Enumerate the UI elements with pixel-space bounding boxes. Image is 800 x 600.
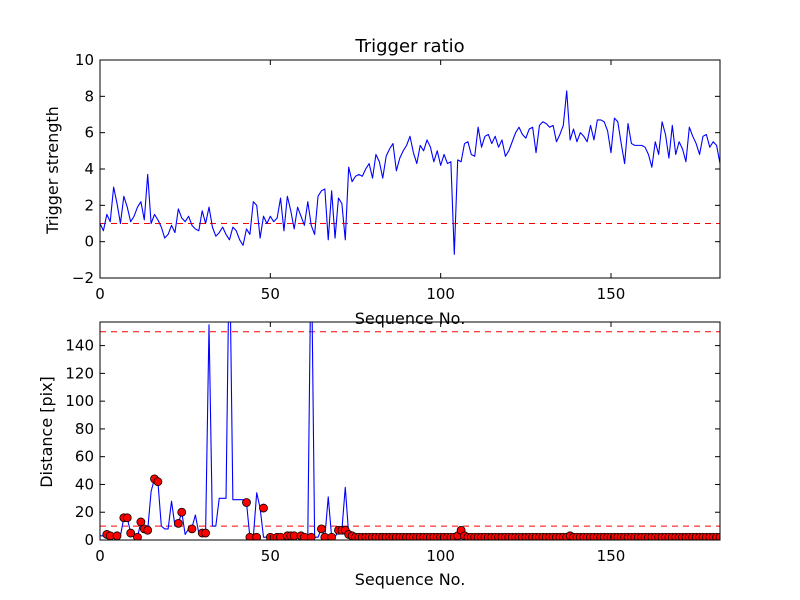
- y-tick-label: 60: [75, 448, 94, 466]
- y-tick-label: 0: [84, 531, 94, 549]
- data-marker: [177, 507, 187, 517]
- data-marker: [122, 513, 132, 523]
- x-tick-label: 100: [426, 547, 455, 565]
- plot-area: 0 50 100 150 0 20 40 60 80 100 120 140: [65, 321, 721, 565]
- x-tick-label: 0: [95, 547, 105, 565]
- data-marker: [306, 532, 316, 540]
- data-marker: [126, 528, 136, 538]
- trigger-ratio-chart: Trigger ratio Trigger strength Sequence …: [43, 36, 721, 328]
- y-tick-label: 10: [75, 51, 94, 69]
- data-marker: [133, 532, 142, 540]
- data-marker: [252, 532, 262, 540]
- y-axis-label: Distance [pix]: [37, 376, 56, 488]
- data-marker: [187, 524, 197, 534]
- plot-layer: [100, 322, 720, 540]
- y-tick-label: 2: [84, 196, 94, 214]
- x-axis-label: Sequence No.: [355, 309, 466, 328]
- axes-frame: [99, 321, 721, 541]
- data-marker: [143, 525, 153, 535]
- x-tick-label: 50: [261, 285, 280, 303]
- chart-title: Trigger ratio: [354, 36, 464, 57]
- y-tick-label: 80: [75, 420, 94, 438]
- series-line: [100, 90, 720, 255]
- x-tick-label: 100: [426, 285, 455, 303]
- data-marker: [136, 517, 146, 527]
- data-marker: [201, 528, 211, 538]
- y-tick-label: 120: [65, 364, 94, 382]
- x-tick-label: 150: [597, 547, 626, 565]
- y-tick-label: 40: [75, 475, 94, 493]
- data-marker: [715, 532, 720, 540]
- data-marker: [317, 524, 326, 534]
- data-marker: [112, 531, 122, 540]
- x-tick-label: 50: [261, 547, 280, 565]
- x-tick-label: 0: [95, 285, 105, 303]
- x-tick-label: 150: [597, 285, 626, 303]
- data-marker: [327, 532, 337, 540]
- y-tick-label: 4: [84, 160, 94, 178]
- data-marker: [173, 518, 183, 528]
- data-marker: [242, 498, 251, 507]
- y-tick-label: 0: [84, 233, 94, 251]
- plot-layer: [100, 90, 720, 255]
- y-tick-label: 6: [84, 124, 94, 142]
- y-tick-label: 100: [65, 392, 94, 410]
- data-marker: [153, 477, 163, 487]
- y-tick-label: 8: [84, 87, 94, 105]
- y-tick-label: 20: [75, 503, 94, 521]
- y-axis-label: Trigger strength: [43, 106, 62, 235]
- data-marker: [259, 503, 268, 513]
- y-tick-label: −2: [72, 269, 94, 287]
- x-axis-label: Sequence No.: [355, 570, 466, 589]
- distance-chart: Distance [pix] Sequence No. 0 50 100 150 0 20…: [37, 321, 721, 589]
- y-tick-label: 140: [65, 337, 94, 355]
